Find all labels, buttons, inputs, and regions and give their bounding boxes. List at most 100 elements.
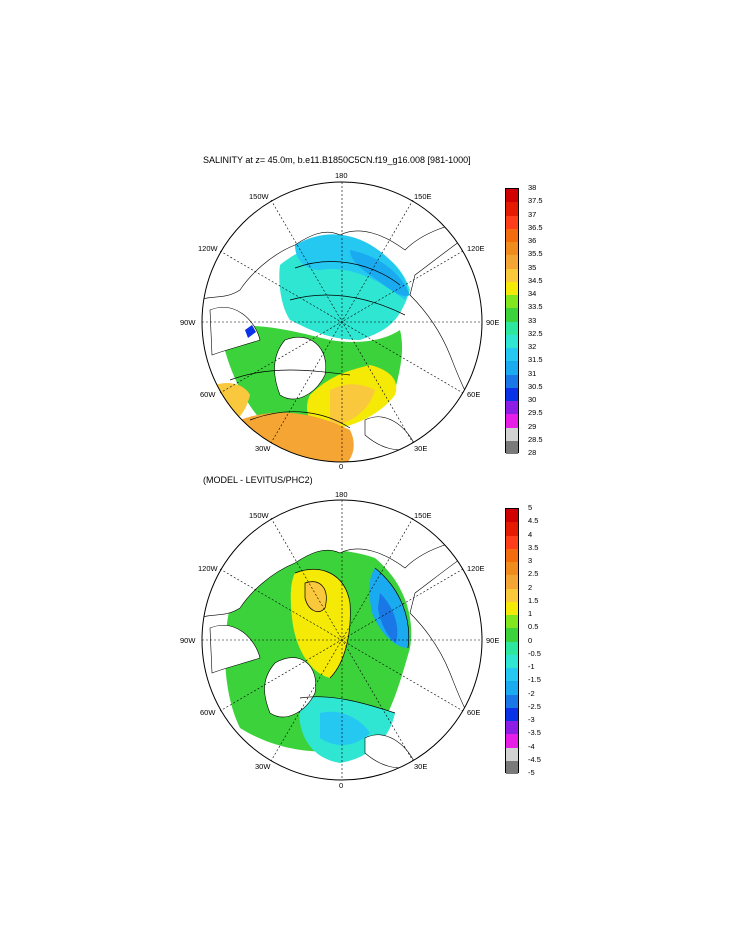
panel1-polar-map [201,181,483,463]
colorbar-swatch [506,694,518,708]
colorbar-tick-label: 38 [528,183,537,192]
lon-label-180: 180 [335,171,348,180]
colorbar-tick-label: 37 [528,209,537,219]
anomaly-field-strong-negative [378,593,398,643]
lon-label-90w: 90W [180,318,196,327]
land-greenland [264,657,317,718]
colorbar-tick-label: -0.5 [528,648,541,658]
colorbar-swatch [506,189,518,203]
lon-label-30w: 30W [255,762,271,771]
colorbar-swatch [506,522,518,536]
lon-label-0: 0 [339,781,344,790]
colorbar-tick-label: 1 [528,609,533,618]
colorbar-swatch [506,654,518,668]
colorbar-swatch [506,548,518,562]
colorbar-tick-label: 30 [528,395,537,404]
colorbar-tick-label: 35 [528,262,537,272]
colorbar-swatch [506,440,518,454]
colorbar-swatch [506,228,518,242]
colorbar-tick-label: 34.5 [528,275,543,285]
anomaly-colorbar [505,508,519,774]
colorbar-swatch [506,668,518,682]
land-canada [209,625,261,674]
colorbar-tick-label: -1.5 [528,675,541,685]
colorbar-tick-label: -4.5 [528,754,541,764]
colorbar-tick-label: 32.5 [528,328,543,338]
colorbar-swatch [506,509,518,523]
colorbar-tick-label: 32 [528,342,537,351]
ocean-field-pacific-side [295,234,408,300]
panel1-title: SALINITY at z= 45.0m, b.e11.B1850C5CN.f1… [203,155,471,165]
colorbar-tick-label: 0 [528,635,533,645]
lon-label-30e: 30E [414,762,428,771]
colorbar-tick-label: 3.5 [528,542,539,552]
colorbar-tick-label: 35.5 [528,249,543,259]
lon-label-120w: 120W [198,564,218,573]
colorbar-swatch [506,281,518,295]
colorbar-swatch [506,721,518,735]
ocean-field-north-atlantic [228,412,354,462]
colorbar-swatch [506,414,518,428]
colorbar-tick-label: 37.5 [528,196,543,206]
colorbar-swatch [506,641,518,655]
colorbar-tick-label: 28 [528,448,537,457]
lon-label-150w: 150W [249,511,269,520]
panel2-polar-map [201,499,483,781]
lon-label-60w: 60W [200,390,216,399]
colorbar-swatch [506,348,518,362]
colorbar-tick-label: -2.5 [528,701,541,711]
lon-label-90e: 90E [486,318,500,327]
colorbar-swatch [506,202,518,216]
colorbar-swatch [506,588,518,602]
colorbar-swatch [506,308,518,322]
colorbar-swatch [506,295,518,309]
colorbar-swatch [506,215,518,229]
anomaly-field-max [305,581,327,612]
map-boundary [201,499,483,781]
colorbar-swatch [506,734,518,748]
colorbar-tick-label: -3.5 [528,728,541,738]
colorbar-tick-label: 34 [528,289,537,298]
colorbar-tick-label: 1.5 [528,595,539,605]
colorbar-swatch [506,601,518,615]
colorbar-swatch [506,374,518,388]
lon-label-120w: 120W [198,244,218,253]
colorbar-tick-label: -3 [528,715,535,724]
colorbar-swatch [506,334,518,348]
lon-label-0: 0 [339,462,344,471]
colorbar-swatch [506,268,518,282]
colorbar-tick-label: 31 [528,368,537,378]
lon-label-30w: 30W [255,444,271,453]
lon-label-60w: 60W [200,708,216,717]
colorbar-tick-label: 2.5 [528,569,539,579]
colorbar-tick-label: 3 [528,556,533,565]
colorbar-tick-label: 31.5 [528,355,543,365]
land-canada [209,307,261,356]
colorbar-swatch [506,707,518,721]
colorbar-tick-label: -1 [528,662,535,671]
lon-label-180: 180 [335,490,348,499]
fresh-channel [245,325,256,338]
colorbar-tick-label: 30.5 [528,381,543,391]
colorbar-swatch [506,255,518,269]
colorbar-tick-label: -4 [528,741,535,751]
colorbar-tick-label: 29 [528,421,537,431]
salinity-colorbar [505,188,519,454]
colorbar-tick-label: 29.5 [528,408,543,418]
lon-label-150e: 150E [414,192,432,201]
colorbar-swatch [506,575,518,589]
lon-label-150e: 150E [414,511,432,520]
colorbar-swatch [506,401,518,415]
anomaly-field-nordic-deep [320,711,370,745]
land-greenland [274,336,327,400]
lon-label-90w: 90W [180,636,196,645]
colorbar-swatch [506,760,518,774]
colorbar-tick-label: 4.5 [528,516,539,526]
colorbar-tick-label: 36.5 [528,222,543,232]
colorbar-tick-label: 33.5 [528,302,543,312]
lon-label-120e: 120E [467,564,485,573]
lon-label-120e: 120E [467,244,485,253]
land-siberia-alaska [202,500,482,619]
map-boundary [201,181,483,463]
colorbar-tick-label: 4 [528,529,533,539]
